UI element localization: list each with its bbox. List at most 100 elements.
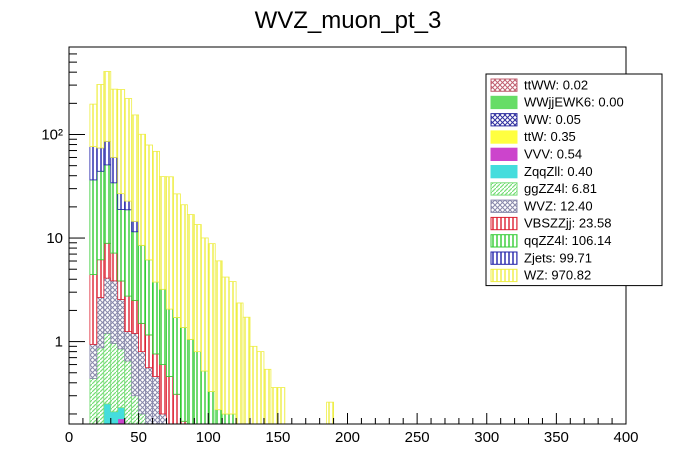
- x-tick-label: 200: [335, 429, 360, 446]
- bar-10-3: [110, 156, 119, 184]
- legend-swatch: [490, 216, 518, 231]
- bar-9-18: [214, 409, 223, 425]
- bar-11-0: [89, 103, 98, 147]
- legend: ttWW: 0.02 WWjjEWK6: 0.00 WW: 0.05 ttW: 0.3…: [485, 73, 663, 287]
- bar-10-6: [131, 220, 140, 233]
- y-tick-label: 1: [55, 334, 63, 351]
- bar-8-10: [159, 364, 167, 415]
- legend-label: ttW: 0.35: [524, 129, 576, 144]
- bar-8-1: [96, 259, 105, 298]
- bar-7-2: [103, 277, 112, 334]
- bar-6-0: [89, 378, 98, 425]
- bar-11-6: [131, 114, 140, 222]
- bar-11-20: [228, 281, 237, 415]
- bar-8-2: [103, 242, 112, 279]
- bar-9-16: [200, 370, 209, 425]
- legend-label: WVZ: 12.40: [524, 198, 593, 213]
- legend-swatch: [490, 234, 518, 248]
- legend-swatch: [490, 268, 518, 283]
- bar-9-10: [159, 288, 167, 365]
- bar-8-6: [131, 299, 140, 334]
- x-axis: 0 50 100 150 200 250 300 350 400: [65, 413, 639, 446]
- bar-11-9: [152, 150, 160, 283]
- bar-7-4: [117, 299, 126, 350]
- bar-9-15: [193, 351, 202, 425]
- chart-title: WVZ_muon_pt_3: [255, 7, 442, 34]
- bar-9-1: [96, 170, 105, 261]
- legend-label: ggZZ4l: 6.81: [524, 181, 597, 196]
- bar-8-5: [124, 295, 133, 332]
- bar-11-26: [270, 387, 279, 425]
- y-tick-label: 10²: [41, 127, 63, 144]
- bar-9-0: [89, 179, 98, 275]
- legend-label: qqZZ4l: 106.14: [524, 233, 611, 248]
- legend-label: VBSZZjj: 23.58: [524, 216, 611, 231]
- bar-4-4: [117, 418, 126, 425]
- bar-11-25: [263, 368, 272, 425]
- bar-11-8: [145, 144, 153, 261]
- bar-10-5: [124, 200, 133, 211]
- legend-swatch: [490, 113, 518, 127]
- legend-swatch: [490, 199, 518, 213]
- bar-11-15: [193, 224, 202, 353]
- bar-10-2: [103, 140, 112, 166]
- legend-swatch: [490, 182, 518, 196]
- bar-7-8: [145, 367, 153, 425]
- legend-label: Zjets: 99.71: [524, 250, 592, 265]
- bar-9-19: [221, 413, 230, 425]
- bar-5-3: [110, 411, 119, 425]
- x-tick-label: 400: [613, 429, 638, 446]
- bar-8-12: [173, 393, 181, 425]
- bar-10-4: [117, 193, 126, 210]
- legend-swatch: [490, 251, 518, 265]
- bar-8-0: [89, 274, 98, 345]
- bar-9-6: [131, 231, 140, 301]
- bar-5-4: [117, 407, 126, 420]
- bar-11-10: [159, 176, 167, 290]
- bar-5-2: [103, 403, 112, 425]
- bar-7-3: [110, 280, 119, 344]
- x-tick-label: 50: [130, 429, 147, 446]
- bar-11-24: [256, 351, 265, 425]
- bar-8-9: [152, 353, 160, 377]
- bar-7-10: [159, 413, 167, 425]
- bar-6-3: [110, 343, 119, 413]
- y-tick-label: 10: [46, 230, 63, 247]
- bar-8-7: [138, 322, 146, 353]
- series-4: [117, 418, 126, 425]
- series-10: [89, 140, 140, 233]
- x-tick-label: 250: [405, 429, 430, 446]
- bar-6-1: [96, 347, 105, 425]
- bar-7-7: [138, 351, 146, 415]
- bar-9-11: [166, 308, 174, 377]
- histogram-bars: [89, 71, 334, 425]
- bar-9-9: [152, 281, 160, 355]
- bar-8-4: [117, 280, 126, 300]
- bar-9-5: [124, 209, 133, 297]
- bar-6-6: [131, 395, 140, 425]
- bar-11-12: [173, 193, 181, 318]
- legend-swatch: [490, 130, 518, 144]
- series-11: [89, 71, 334, 425]
- x-tick-label: 350: [544, 429, 569, 446]
- x-tick-label: 150: [265, 429, 290, 446]
- bar-7-5: [124, 331, 133, 362]
- x-tick-label: 0: [65, 429, 73, 446]
- bar-9-14: [186, 338, 195, 425]
- bar-9-17: [207, 391, 216, 425]
- bar-7-1: [96, 297, 105, 349]
- bar-11-13: [179, 204, 188, 328]
- legend-label: ttWW: 0.02: [524, 77, 588, 92]
- legend-swatch: [490, 95, 518, 110]
- legend-label: VVV: 0.54: [524, 147, 582, 162]
- bar-9-4: [117, 209, 126, 282]
- bar-7-9: [152, 376, 160, 425]
- bar-9-8: [145, 259, 153, 336]
- bar-8-3: [110, 252, 119, 282]
- bar-11-22: [242, 316, 251, 425]
- bar-9-20: [228, 413, 237, 425]
- bar-11-1: [96, 84, 105, 149]
- bar-6-7: [138, 413, 146, 425]
- bar-11-11: [166, 176, 174, 310]
